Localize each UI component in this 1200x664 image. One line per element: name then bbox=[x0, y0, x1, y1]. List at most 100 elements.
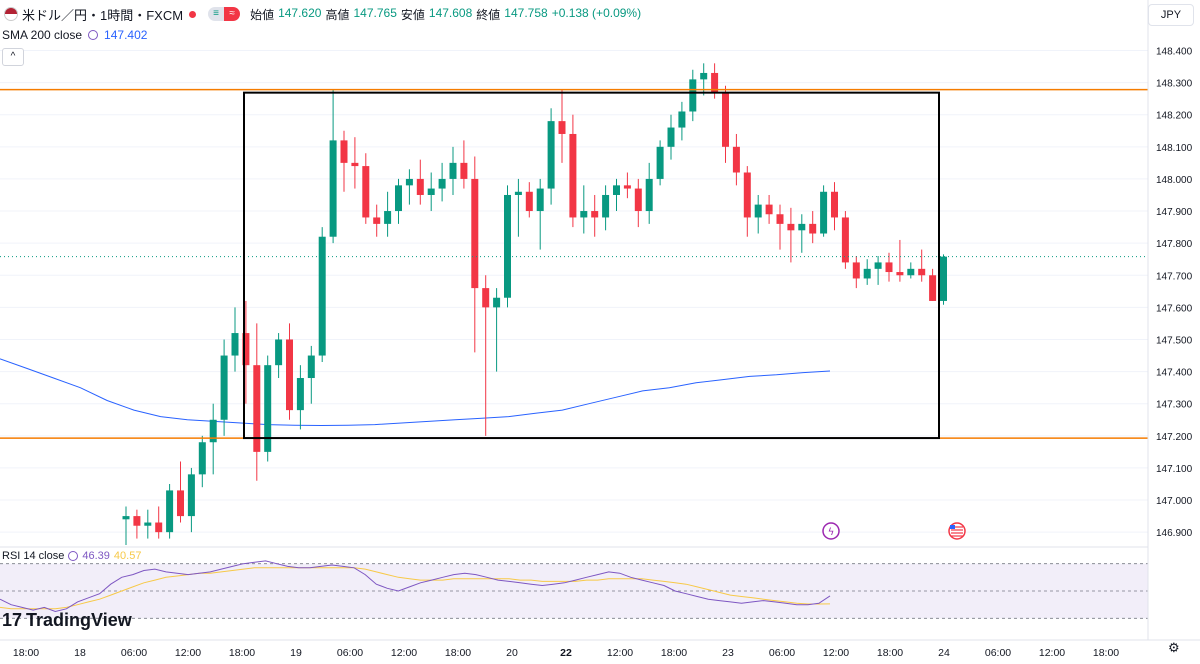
sma-label: SMA 200 close bbox=[2, 28, 83, 42]
candle-body bbox=[634, 188, 642, 212]
candle-body bbox=[754, 204, 762, 218]
candle-body bbox=[427, 188, 435, 195]
candle-body bbox=[351, 162, 359, 167]
candle-body bbox=[144, 522, 152, 526]
sma-200-path bbox=[0, 358, 831, 427]
time-tick-label: 20 bbox=[506, 647, 518, 659]
candle-body bbox=[547, 121, 555, 189]
candle-body bbox=[373, 217, 381, 224]
change-value: +0.138 (+0.09%) bbox=[551, 5, 642, 20]
candle-body bbox=[493, 297, 501, 308]
candle-body bbox=[471, 178, 479, 289]
candle-body bbox=[907, 268, 915, 276]
price-tick-label: 147.100 bbox=[1156, 464, 1193, 475]
market-status-icon bbox=[189, 10, 197, 18]
candle-body bbox=[743, 172, 751, 218]
time-tick-label: 06:00 bbox=[121, 647, 147, 659]
price-tick-label: 147.000 bbox=[1156, 496, 1193, 507]
candle-body bbox=[569, 133, 577, 218]
rsi-cycle-icon[interactable] bbox=[68, 551, 79, 561]
sma-legend[interactable]: SMA 200 close 147.402 bbox=[2, 28, 147, 42]
rsi-legend[interactable]: RSI 14 close 46.39 40.57 bbox=[2, 550, 141, 562]
tradingview-mark-icon: 17 bbox=[2, 610, 23, 630]
settings-gear-icon[interactable]: ⚙ bbox=[1168, 640, 1180, 655]
candle-body bbox=[863, 268, 871, 279]
time-tick-label: 24 bbox=[938, 647, 950, 659]
time-tick-label: 12:00 bbox=[607, 647, 633, 659]
cycle-icon[interactable] bbox=[88, 30, 99, 40]
candle-body bbox=[613, 185, 620, 195]
rsi-band-fill bbox=[0, 563, 1148, 619]
candle-body bbox=[384, 211, 392, 224]
open-label: 始値 bbox=[250, 7, 275, 22]
candle-body bbox=[177, 490, 184, 517]
candle-body bbox=[482, 288, 490, 308]
flag-canton bbox=[950, 525, 955, 529]
price-tick-label: 147.600 bbox=[1156, 303, 1193, 314]
candle-body bbox=[362, 166, 370, 218]
rsi-ma-path bbox=[0, 567, 831, 610]
toggle-a-icon[interactable]: ≡ bbox=[208, 7, 225, 21]
rsi-label: RSI 14 close bbox=[2, 550, 65, 562]
price-tick-label: 147.900 bbox=[1156, 207, 1193, 218]
close-value: 147.758 bbox=[504, 5, 548, 20]
open-value: 147.620 bbox=[278, 5, 322, 20]
symbol-title[interactable]: 米ドル／円・1時間・FXCM bbox=[22, 7, 184, 23]
price-tick-label: 147.500 bbox=[1156, 335, 1193, 346]
collapse-button[interactable]: ^ bbox=[2, 48, 24, 66]
candle-body bbox=[220, 355, 228, 420]
candle-body bbox=[525, 191, 533, 212]
candle-body bbox=[416, 178, 424, 195]
box-rectangle bbox=[243, 91, 940, 440]
candles bbox=[122, 63, 947, 545]
price-tick-label: 147.400 bbox=[1156, 368, 1193, 379]
candle-body bbox=[918, 268, 926, 276]
price-tick-label: 148.300 bbox=[1156, 79, 1193, 90]
time-tick-label: 19 bbox=[290, 647, 302, 659]
candle-body bbox=[656, 146, 664, 179]
price-tick-label: 148.100 bbox=[1156, 143, 1193, 154]
high-value: 147.765 bbox=[353, 5, 397, 20]
time-tick-label: 12:00 bbox=[175, 647, 201, 659]
sma-value: 147.402 bbox=[104, 28, 148, 42]
candle-body bbox=[275, 339, 283, 366]
candle-body bbox=[711, 72, 719, 93]
candle-body bbox=[765, 204, 773, 215]
time-tick-label: 06:00 bbox=[769, 647, 795, 659]
candle-body bbox=[133, 516, 141, 526]
tradingview-logo[interactable]: 17 TradingView bbox=[2, 610, 132, 631]
price-tick-label: 147.300 bbox=[1156, 400, 1193, 411]
candle-body bbox=[286, 339, 293, 411]
candle-body bbox=[558, 121, 566, 134]
candle-body bbox=[395, 185, 402, 212]
candle-body bbox=[852, 262, 860, 279]
data-toggle[interactable]: ≡ ≈ bbox=[208, 7, 241, 21]
high-label: 高値 bbox=[325, 7, 350, 22]
candle-body bbox=[689, 79, 697, 112]
time-tick-label: 18:00 bbox=[13, 647, 39, 659]
time-tick-label: 22 bbox=[560, 647, 572, 659]
time-axis: 18:00 18 06:00 12:00 18:00 19 06:00 12:00 18:00 2… bbox=[0, 639, 1200, 659]
horizontal-levels: 148.278147.193147.75809:51147.402 bbox=[0, 81, 1197, 447]
candle-body bbox=[700, 72, 708, 80]
price-axis-bg bbox=[1148, 0, 1200, 664]
time-tick-label: 12:00 bbox=[823, 647, 849, 659]
time-tick-label: 06:00 bbox=[337, 647, 363, 659]
candle-body bbox=[645, 178, 653, 212]
candle-body bbox=[340, 140, 348, 163]
time-tick-label: 18:00 bbox=[445, 647, 471, 659]
candle-body bbox=[318, 236, 326, 356]
candle-body bbox=[405, 178, 413, 186]
candle-body bbox=[231, 333, 239, 356]
candle-body bbox=[209, 419, 217, 443]
currency-button[interactable]: JPY bbox=[1148, 4, 1194, 26]
candle-body bbox=[874, 262, 882, 269]
candle-body bbox=[122, 516, 130, 520]
candle-body bbox=[187, 474, 195, 517]
candle-body bbox=[809, 223, 817, 234]
price-tick-label: 147.200 bbox=[1156, 432, 1193, 443]
candle-body bbox=[896, 272, 904, 276]
toggle-b-icon[interactable]: ≈ bbox=[224, 7, 241, 21]
sma-200-line bbox=[0, 358, 831, 427]
